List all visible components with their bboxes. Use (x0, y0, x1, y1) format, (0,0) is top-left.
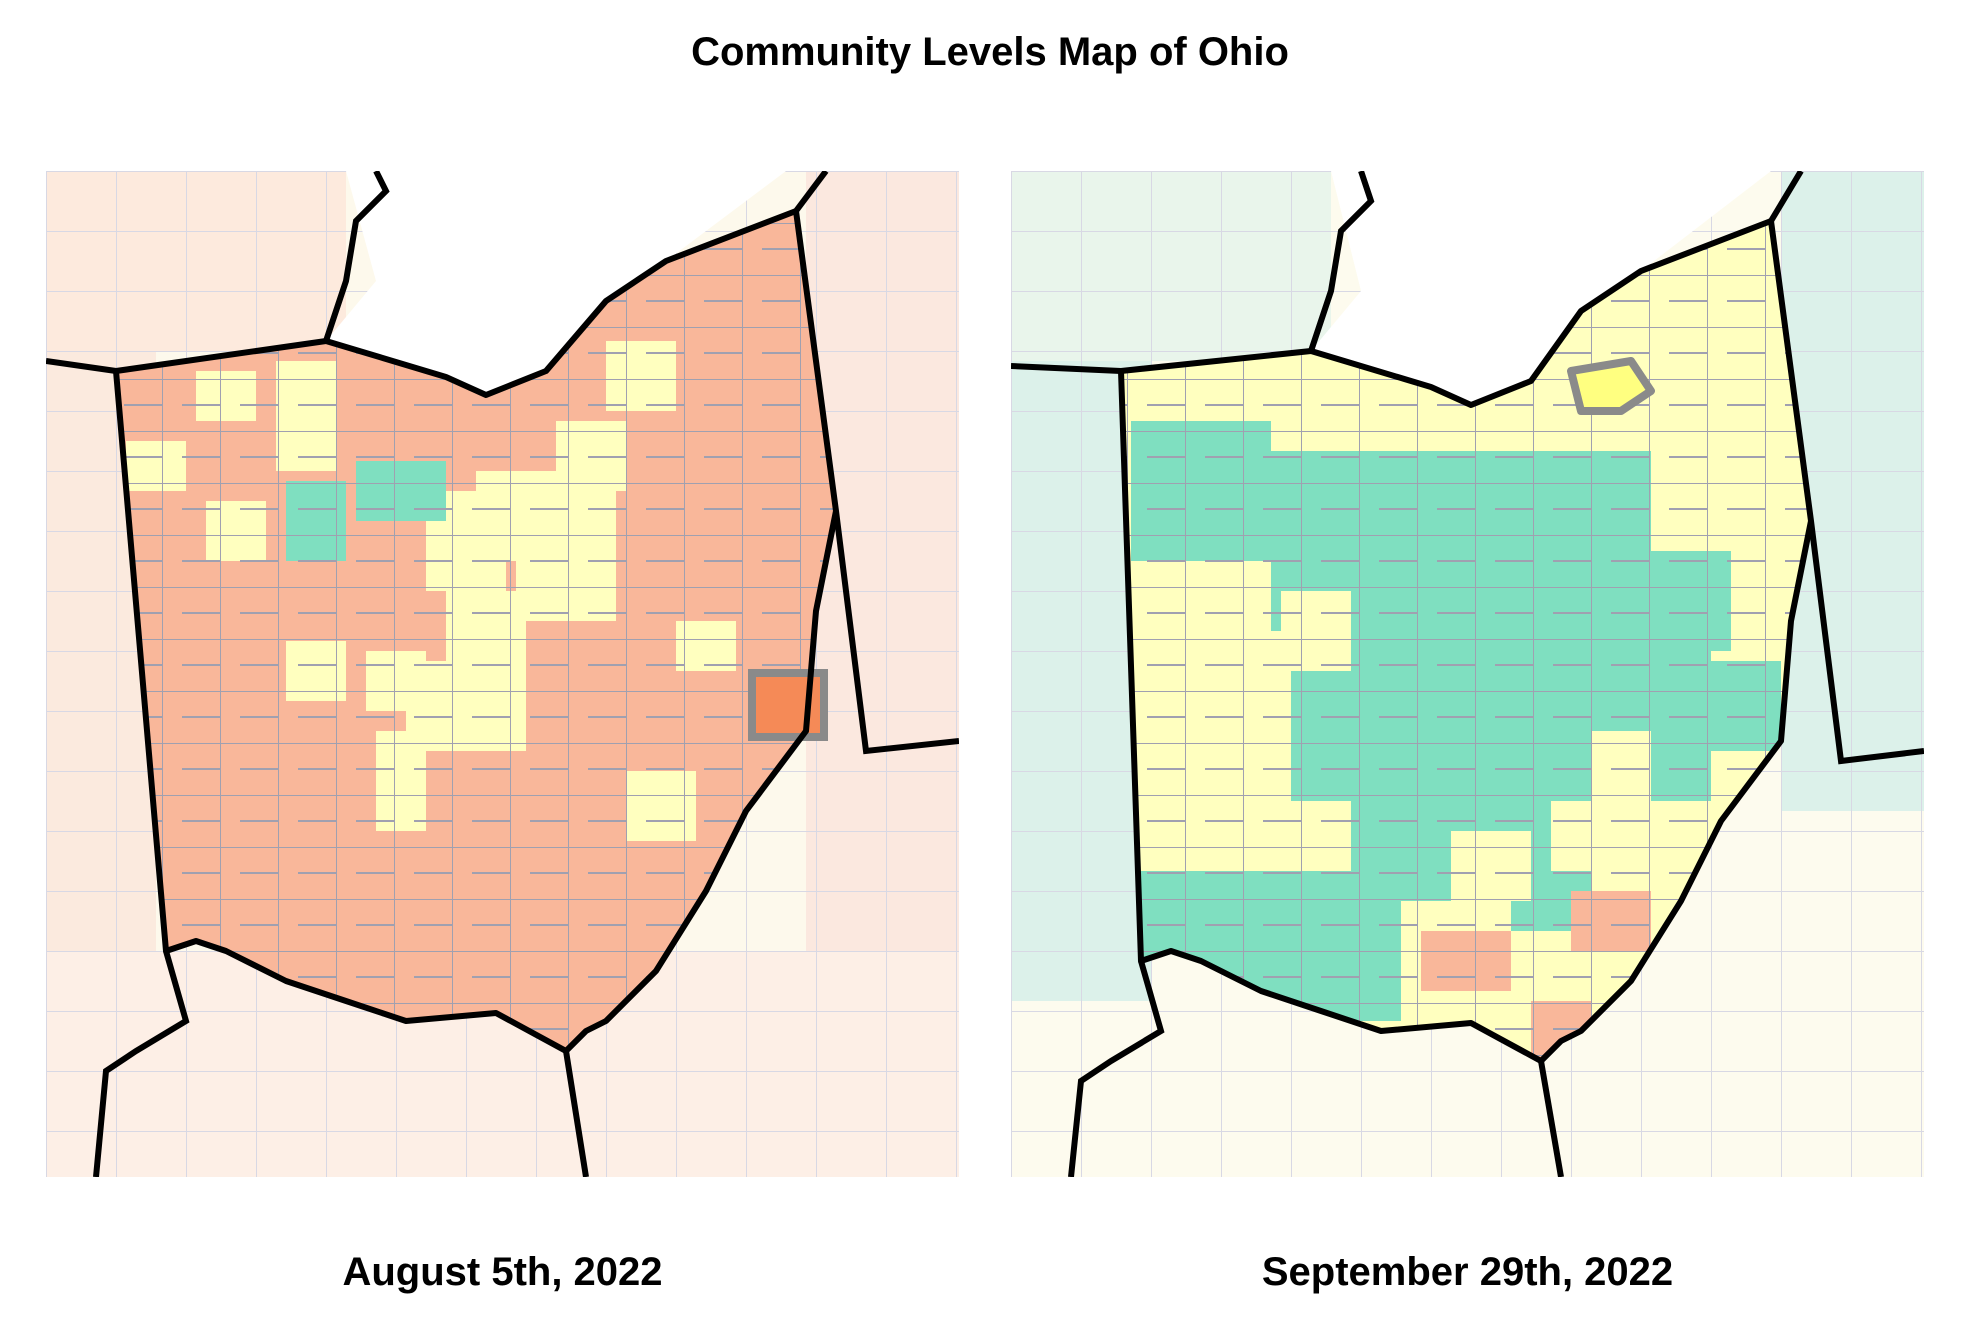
pa-border-north (1768, 171, 1804, 223)
michigan-border (1011, 363, 1122, 374)
pa-wv-border (833, 510, 959, 755)
ohio-map-september (1011, 171, 1924, 1177)
michigan-ohio-border (1308, 171, 1375, 352)
kentucky-wv-border (1538, 1060, 1564, 1177)
ohio-border (113, 208, 839, 1054)
map-panel-september[interactable] (1011, 171, 1924, 1177)
pa-border-north (793, 171, 829, 213)
michigan-ohio-border (323, 171, 390, 342)
highlighted-county[interactable] (1567, 357, 1655, 415)
map-panel-august[interactable] (46, 171, 959, 1177)
ohio-border (1118, 218, 1814, 1064)
lake-erie (326, 171, 786, 395)
pa-wv-border (1808, 520, 1924, 765)
highlighted-county[interactable] (748, 669, 828, 741)
map-date-caption-september: September 29th, 2022 (1261, 1250, 1674, 1294)
page-title: Community Levels Map of Ohio (691, 30, 1289, 74)
kentucky-wv-border (563, 1050, 589, 1177)
ohio-map-august (46, 171, 959, 1177)
michigan-border (46, 358, 117, 374)
lake-erie (1311, 171, 1771, 405)
map-date-caption-august: August 5th, 2022 (342, 1250, 663, 1294)
indiana-kentucky-border (93, 950, 190, 1177)
indiana-kentucky-border (1068, 960, 1165, 1177)
